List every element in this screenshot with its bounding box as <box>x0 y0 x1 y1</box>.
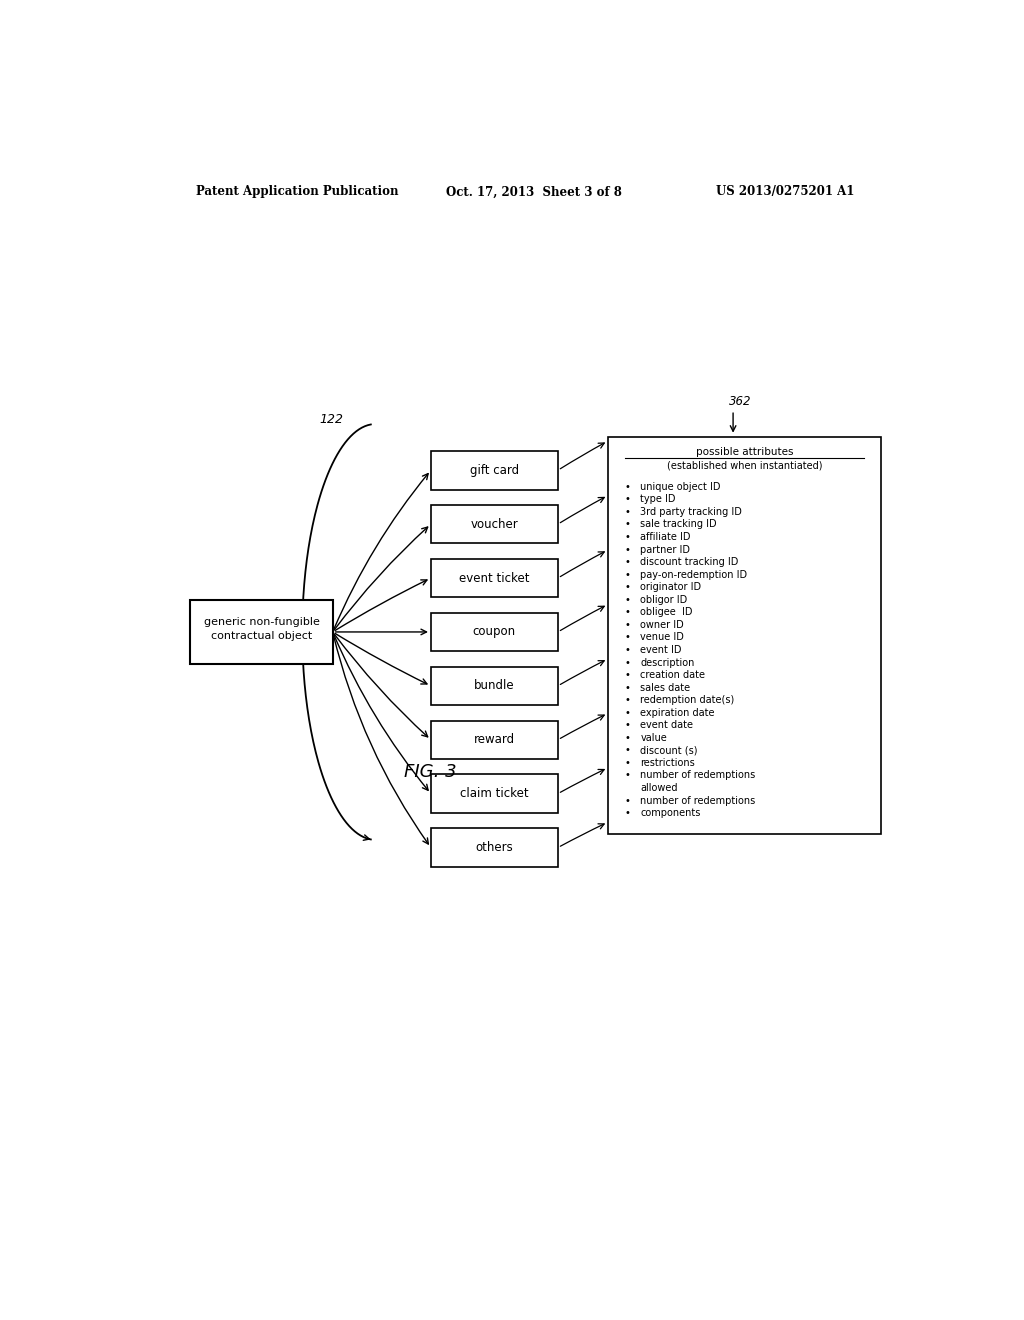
Text: •: • <box>625 507 631 517</box>
FancyBboxPatch shape <box>431 506 558 544</box>
Text: •: • <box>625 758 631 768</box>
Text: bundle: bundle <box>474 680 515 693</box>
Text: number of redemptions: number of redemptions <box>640 796 756 805</box>
Text: expiration date: expiration date <box>640 708 715 718</box>
Text: gift card: gift card <box>470 463 519 477</box>
FancyBboxPatch shape <box>431 612 558 651</box>
Text: (established when instantiated): (established when instantiated) <box>667 461 822 470</box>
Text: Oct. 17, 2013  Sheet 3 of 8: Oct. 17, 2013 Sheet 3 of 8 <box>446 185 623 198</box>
Text: allowed: allowed <box>640 783 678 793</box>
Text: •: • <box>625 796 631 805</box>
Text: •: • <box>625 482 631 492</box>
Text: description: description <box>640 657 694 668</box>
Text: •: • <box>625 532 631 543</box>
Text: discount tracking ID: discount tracking ID <box>640 557 738 568</box>
Text: discount (s): discount (s) <box>640 746 697 755</box>
Text: US 2013/0275201 A1: US 2013/0275201 A1 <box>716 185 854 198</box>
Text: •: • <box>625 595 631 605</box>
Text: unique object ID: unique object ID <box>640 482 721 492</box>
Text: •: • <box>625 545 631 554</box>
Text: •: • <box>625 682 631 693</box>
Text: •: • <box>625 708 631 718</box>
Text: components: components <box>640 808 700 818</box>
Text: 362: 362 <box>729 395 752 408</box>
Text: number of redemptions: number of redemptions <box>640 771 756 780</box>
Text: •: • <box>625 657 631 668</box>
Text: 122: 122 <box>319 413 343 426</box>
Text: type ID: type ID <box>640 495 676 504</box>
Text: obligee  ID: obligee ID <box>640 607 693 618</box>
Text: sales date: sales date <box>640 682 690 693</box>
Text: generic non-fungible
contractual object: generic non-fungible contractual object <box>204 616 319 642</box>
Text: venue ID: venue ID <box>640 632 684 643</box>
Text: claim ticket: claim ticket <box>460 787 528 800</box>
Text: creation date: creation date <box>640 671 706 680</box>
Text: Patent Application Publication: Patent Application Publication <box>196 185 398 198</box>
Text: •: • <box>625 746 631 755</box>
Text: 3rd party tracking ID: 3rd party tracking ID <box>640 507 742 517</box>
Text: •: • <box>625 808 631 818</box>
Text: restrictions: restrictions <box>640 758 695 768</box>
Text: sale tracking ID: sale tracking ID <box>640 520 717 529</box>
Text: possible attributes: possible attributes <box>696 447 794 457</box>
Text: •: • <box>625 671 631 680</box>
Text: obligor ID: obligor ID <box>640 595 687 605</box>
FancyBboxPatch shape <box>431 775 558 813</box>
FancyBboxPatch shape <box>431 451 558 490</box>
Text: •: • <box>625 495 631 504</box>
Text: •: • <box>625 771 631 780</box>
Text: voucher: voucher <box>470 517 518 531</box>
Text: event ID: event ID <box>640 645 682 655</box>
FancyBboxPatch shape <box>431 558 558 598</box>
Text: pay-on-redemption ID: pay-on-redemption ID <box>640 570 748 579</box>
FancyBboxPatch shape <box>431 829 558 867</box>
Text: •: • <box>625 582 631 593</box>
Text: •: • <box>625 733 631 743</box>
Text: •: • <box>625 570 631 579</box>
Text: •: • <box>625 520 631 529</box>
FancyBboxPatch shape <box>431 721 558 759</box>
Text: event date: event date <box>640 721 693 730</box>
Text: owner ID: owner ID <box>640 620 684 630</box>
Text: redemption date(s): redemption date(s) <box>640 696 734 705</box>
Text: FIG. 3: FIG. 3 <box>403 763 457 781</box>
Text: partner ID: partner ID <box>640 545 690 554</box>
Text: coupon: coupon <box>473 626 516 639</box>
FancyBboxPatch shape <box>608 437 882 834</box>
Text: others: others <box>475 841 513 854</box>
Text: originator ID: originator ID <box>640 582 701 593</box>
Text: •: • <box>625 721 631 730</box>
Text: affiliate ID: affiliate ID <box>640 532 691 543</box>
Text: value: value <box>640 733 667 743</box>
Text: •: • <box>625 607 631 618</box>
Text: •: • <box>625 696 631 705</box>
Text: •: • <box>625 557 631 568</box>
FancyBboxPatch shape <box>431 667 558 705</box>
Text: •: • <box>625 620 631 630</box>
Text: •: • <box>625 632 631 643</box>
Text: reward: reward <box>474 733 515 746</box>
FancyBboxPatch shape <box>190 601 333 664</box>
Text: event ticket: event ticket <box>459 572 529 585</box>
Text: •: • <box>625 645 631 655</box>
